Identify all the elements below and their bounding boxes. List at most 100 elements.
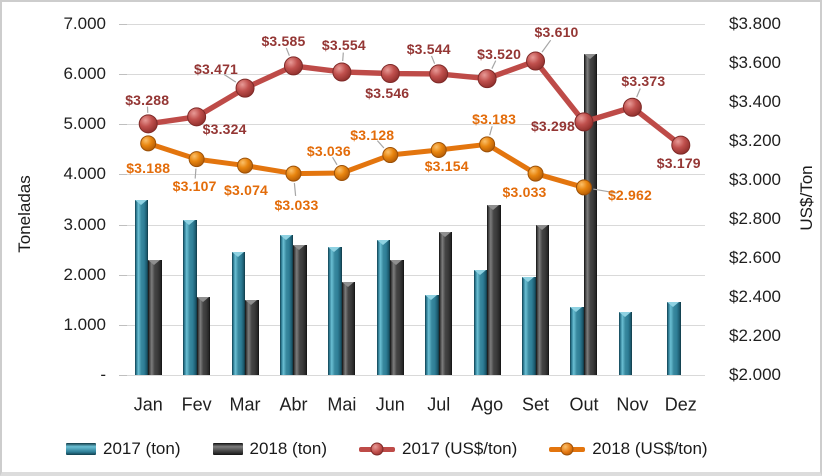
line-marker-2017-mar (235, 78, 255, 98)
data-label-2017-abr: $3.585 (261, 32, 306, 49)
bar-2018-out (583, 54, 598, 375)
x-axis-tick-label: Out (569, 394, 599, 415)
legend-label: 2017 (ton) (103, 439, 181, 458)
x-axis-tick-label: Dez (664, 394, 697, 415)
label-leader-line (541, 39, 552, 53)
line-marker-2017-dez (671, 135, 691, 155)
data-label-2017-nov: $3.373 (621, 73, 666, 90)
data-label-2017-dez: $3.179 (656, 155, 701, 172)
data-label-2018-jan: $3.188 (126, 160, 171, 177)
data-label-2017-mar: $3.471 (194, 61, 239, 78)
left-axis-tick-label: 3.000 (63, 214, 106, 234)
right-axis-title: US$/Ton (797, 165, 816, 231)
bar-2018-mar (245, 299, 259, 375)
bar-2017-set (522, 277, 536, 375)
line-marker-2018-mai (333, 164, 350, 181)
legend-swatch-line (359, 442, 395, 456)
x-axis-tick-label: Fev (181, 394, 212, 415)
label-leader-line (285, 47, 290, 56)
data-label-2018-mai: $3.036 (306, 142, 351, 159)
x-axis-tick-label: Jan (133, 394, 163, 415)
x-axis-tick-label: Nov (616, 394, 649, 415)
bar-2018-fev (196, 297, 211, 375)
bar-2018-set (535, 224, 550, 375)
x-axis-tick-label: Set (522, 394, 550, 415)
x-axis-tick-label: Mai (327, 394, 357, 415)
legend-label: 2018 (US$/ton) (592, 439, 708, 458)
gridline (124, 274, 705, 276)
gridline (124, 224, 705, 226)
line-marker-2018-jul (430, 141, 447, 158)
legend-swatch-line (549, 442, 586, 456)
bar-2017-abr (279, 234, 294, 375)
line-marker-2017-mai (332, 62, 352, 82)
data-label-2017-jul: $3.544 (406, 40, 451, 57)
left-axis-tick-mark (119, 74, 127, 76)
data-label-2018-abr: $3.033 (274, 196, 319, 213)
gridline (124, 375, 705, 376)
bar-2017-nov (618, 312, 633, 375)
data-label-2017-set: $3.610 (534, 24, 579, 41)
line-marker-2017-ago (477, 69, 497, 89)
data-label-2017-fev: $3.324 (202, 120, 247, 137)
label-leader-line (430, 55, 436, 64)
right-axis-tick-label: $3.400 (729, 92, 781, 111)
line-marker-2018-fev (188, 151, 205, 168)
line-marker-2018-jun (382, 147, 399, 164)
data-label-2018-fev: $3.107 (172, 178, 217, 195)
data-label-2018-out: $2.962 (607, 187, 652, 204)
left-axis-tick-mark (119, 24, 127, 25)
line-marker-2017-abr (283, 56, 303, 76)
bar-2018-jan (148, 259, 162, 375)
line-marker-2017-set (526, 51, 546, 71)
right-axis-tick-label: $2.800 (729, 209, 781, 228)
left-axis-tick-label: 2.000 (63, 264, 106, 284)
label-leader-line (489, 126, 493, 136)
data-label-2018-ago: $3.183 (472, 111, 517, 128)
line-marker-2017-nov (622, 97, 642, 117)
data-label-2017-out: $3.298 (530, 117, 575, 134)
left-axis-tick-mark (119, 274, 127, 276)
right-axis-tick-label: $2.600 (729, 248, 781, 267)
legend-swatch-marker (560, 442, 574, 456)
right-axis-tick-label: $3.600 (729, 53, 781, 72)
data-label-2018-mar: $3.074 (224, 181, 269, 198)
x-axis-tick-label: Mar (229, 394, 261, 415)
label-leader-line (491, 60, 497, 69)
left-axis-tick-mark (119, 375, 127, 376)
x-axis-tick-label: Jul (427, 394, 451, 415)
bar-2017-mar (231, 252, 246, 375)
left-axis-tick-label: 7.000 (63, 14, 106, 33)
legend-item-2017-ton: 2017 (ton) (66, 439, 181, 459)
legend-item-2018-us-ton: 2018 (US$/ton) (549, 439, 708, 459)
x-axis-tick-label: Jun (375, 394, 405, 415)
legend-label: 2017 (US$/ton) (402, 439, 518, 458)
right-axis-tick-label: $3.000 (729, 170, 781, 189)
bar-2017-fev (183, 219, 197, 375)
legend-swatch-bar (212, 443, 243, 455)
data-label-2017-jun: $3.546 (365, 84, 410, 101)
left-axis-tick-mark (119, 324, 127, 326)
bar-2018-jul (438, 232, 453, 375)
bar-2017-out (570, 307, 584, 375)
data-label-2017-ago: $3.520 (477, 45, 522, 62)
legend-swatch-marker (370, 442, 384, 456)
data-label-2017-mai: $3.554 (321, 36, 366, 53)
line-marker-2018-jan (140, 135, 157, 152)
bar-2018-jun (390, 259, 404, 375)
label-leader-line (342, 52, 344, 62)
data-label-2018-jul: $3.154 (424, 157, 469, 174)
line-marker-2018-ago (479, 136, 496, 153)
left-axis-tick-label: - (100, 365, 106, 384)
right-axis-tick-label: $3.200 (729, 131, 781, 150)
bar-2017-jun (376, 239, 391, 375)
gridline (124, 24, 705, 25)
data-label-2018-jun: $3.128 (350, 127, 395, 144)
x-axis-tick-label: Ago (471, 394, 504, 415)
left-axis-tick-label: 4.000 (63, 164, 106, 184)
left-axis-tick-label: 1.000 (63, 314, 106, 334)
legend-label: 2018 (ton) (249, 439, 328, 458)
left-axis-tick-mark (119, 224, 127, 226)
